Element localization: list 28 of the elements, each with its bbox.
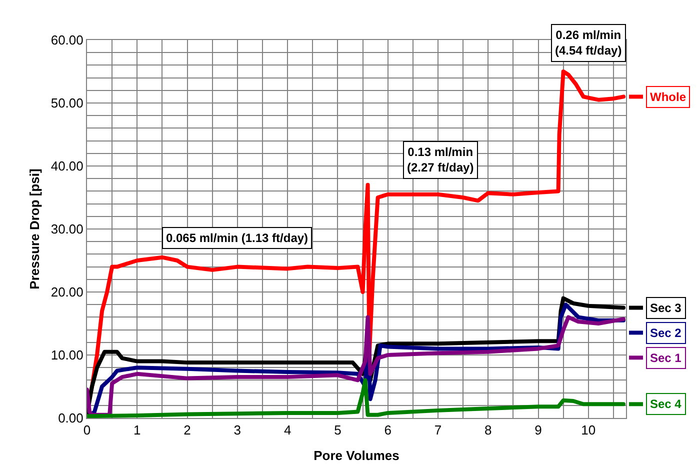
y-tick-label: 10.00	[50, 348, 84, 363]
legend-label: Sec 4	[650, 397, 682, 411]
annotation: 0.065 ml/min (1.13 ft/day)	[166, 231, 308, 245]
legend-label: Sec 3	[650, 301, 682, 315]
x-tick-label: 3	[234, 422, 242, 438]
y-tick-label: 30.00	[50, 222, 84, 237]
x-tick-label: 2	[184, 422, 191, 438]
x-tick-label: 0	[83, 422, 91, 438]
x-tick-label: 8	[484, 422, 492, 438]
x-tick-label: 5	[334, 422, 342, 438]
y-tick-label: 60.00	[50, 32, 84, 48]
x-tick-label: 4	[284, 422, 292, 438]
x-tick-label: 1	[134, 422, 141, 438]
x-tick-label: 9	[534, 422, 542, 438]
x-tick-label: 10	[581, 422, 596, 438]
legend-label: Sec 2	[650, 326, 682, 340]
annotation: 0.13 ml/min (2.27 ft/day)	[407, 145, 474, 175]
y-tick-label: 40.00	[50, 158, 84, 174]
legend-label: Whole	[650, 90, 686, 104]
y-tick-label: 50.00	[50, 96, 84, 111]
legend-label: Sec 1	[650, 351, 682, 365]
x-axis-title: Pore Volumes	[314, 448, 400, 464]
y-tick-label: 20.00	[50, 284, 84, 300]
x-tick-label: 7	[434, 422, 442, 438]
annotation: 0.26 ml/min (4.54 ft/day)	[555, 28, 622, 58]
x-tick-label: 6	[384, 422, 392, 438]
y-axis-title: Pressure Drop [psi]	[26, 168, 42, 290]
y-tick-label: 0.00	[58, 410, 84, 426]
